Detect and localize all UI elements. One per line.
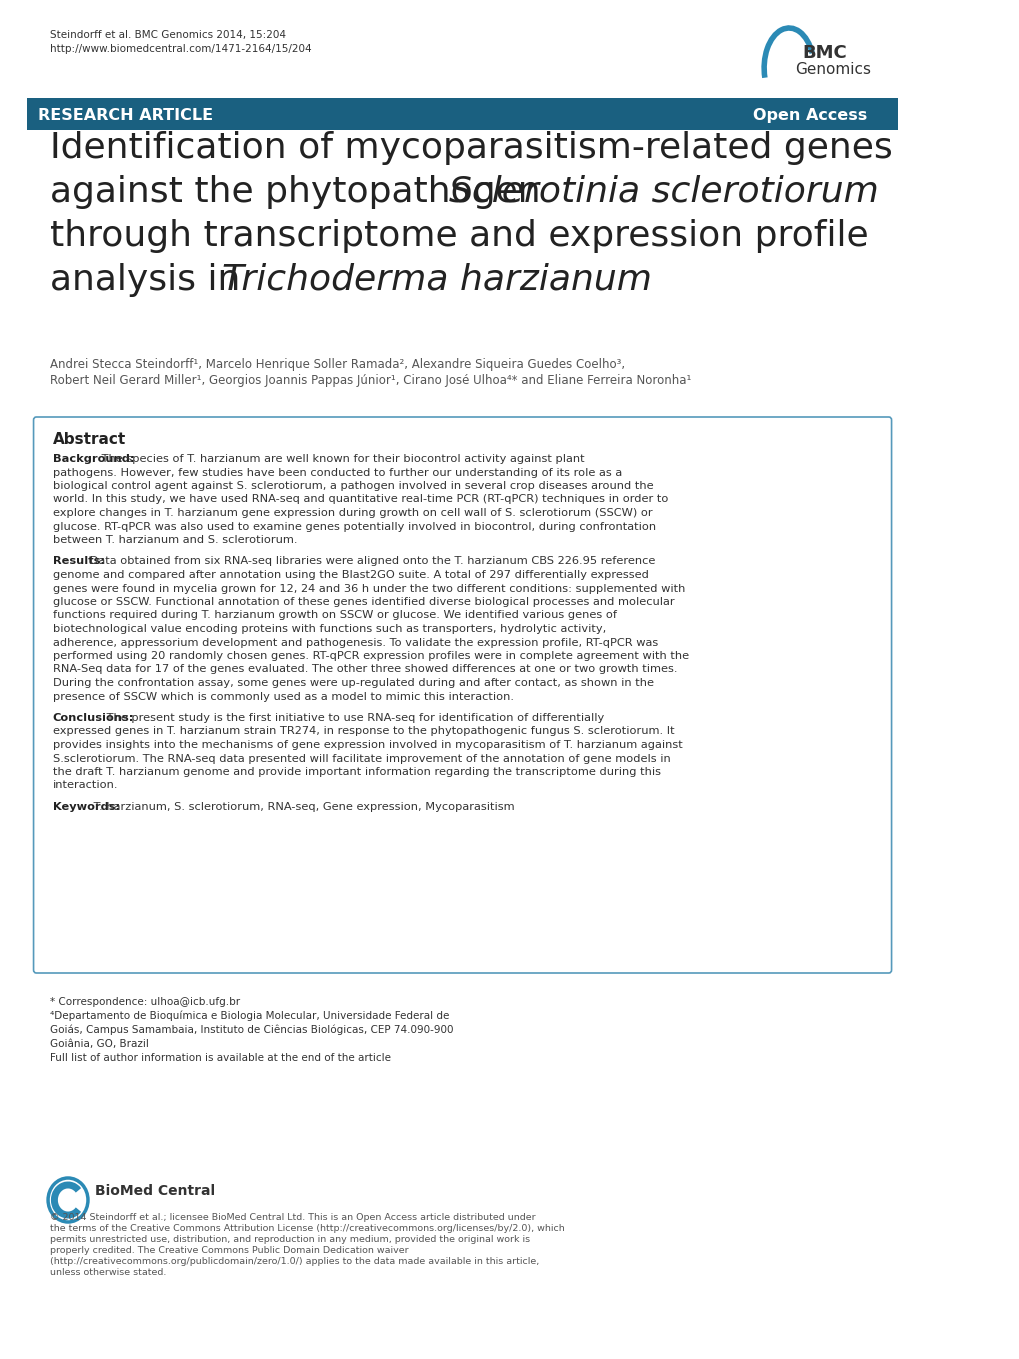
Text: Goiás, Campus Samambaia, Instituto de Ciências Biológicas, CEP 74.090-900: Goiás, Campus Samambaia, Instituto de Ci… [50,1025,452,1036]
Text: Full list of author information is available at the end of the article: Full list of author information is avail… [50,1053,390,1063]
Text: BioMed Central: BioMed Central [95,1184,215,1199]
Text: genes were found in mycelia grown for 12, 24 and 36 h under the two different co: genes were found in mycelia grown for 12… [53,583,685,594]
Text: BMC: BMC [802,43,847,63]
Text: world. In this study, we have used RNA-seq and quantitative real-time PCR (RT-qP: world. In this study, we have used RNA-s… [53,495,667,504]
Text: Conclusions:: Conclusions: [53,713,133,723]
Text: The species of T. harzianum are well known for their biocontrol activity against: The species of T. harzianum are well kno… [99,454,585,463]
Text: Goiânia, GO, Brazil: Goiânia, GO, Brazil [50,1040,149,1049]
Text: Trichoderma harzianum: Trichoderma harzianum [222,264,651,298]
Text: genome and compared after annotation using the Blast2GO suite. A total of 297 di: genome and compared after annotation usi… [53,569,648,580]
Text: biotechnological value encoding proteins with functions such as transporters, hy: biotechnological value encoding proteins… [53,624,605,635]
Text: glucose or SSCW. Functional annotation of these genes identified diverse biologi: glucose or SSCW. Functional annotation o… [53,597,674,607]
FancyBboxPatch shape [34,417,891,973]
Text: ⁴Departamento de Bioquímica e Biologia Molecular, Universidade Federal de: ⁴Departamento de Bioquímica e Biologia M… [50,1011,448,1021]
Text: against the phytopathogen: against the phytopathogen [50,175,551,209]
Text: Andrei Stecca Steindorff¹, Marcelo Henrique Soller Ramada², Alexandre Siqueira G: Andrei Stecca Steindorff¹, Marcelo Henri… [50,357,625,371]
Text: Sclerotinia sclerotiorum: Sclerotinia sclerotiorum [448,175,878,209]
Text: unless otherwise stated.: unless otherwise stated. [50,1268,166,1277]
Text: pathogens. However, few studies have been conducted to further our understanding: pathogens. However, few studies have bee… [53,467,622,477]
Text: through transcriptome and expression profile: through transcriptome and expression pro… [50,219,867,253]
Text: biological control agent against S. sclerotiorum, a pathogen involved in several: biological control agent against S. scle… [53,481,652,491]
Text: Robert Neil Gerard Miller¹, Georgios Joannis Pappas Júnior¹, Cirano José Ulhoa⁴*: Robert Neil Gerard Miller¹, Georgios Joa… [50,374,691,387]
Text: Identification of mycoparasitism-related genes: Identification of mycoparasitism-related… [50,130,892,164]
Text: adherence, appressorium development and pathogenesis. To validate the expression: adherence, appressorium development and … [53,637,657,647]
Text: functions required during T. harzianum growth on SSCW or glucose. We identified : functions required during T. harzianum g… [53,610,616,621]
Text: The present study is the first initiative to use RNA-seq for identification of d: The present study is the first initiativ… [103,713,603,723]
Text: S.sclerotiorum. The RNA-seq data presented will facilitate improvement of the an: S.sclerotiorum. The RNA-seq data present… [53,753,669,764]
Text: provides insights into the mechanisms of gene expression involved in mycoparasit: provides insights into the mechanisms of… [53,741,682,750]
Text: permits unrestricted use, distribution, and reproduction in any medium, provided: permits unrestricted use, distribution, … [50,1235,530,1243]
Text: http://www.biomedcentral.com/1471-2164/15/204: http://www.biomedcentral.com/1471-2164/1… [50,43,311,54]
Text: presence of SSCW which is commonly used as a model to mimic this interaction.: presence of SSCW which is commonly used … [53,692,514,701]
Text: expressed genes in T. harzianum strain TR274, in response to the phytopathogenic: expressed genes in T. harzianum strain T… [53,727,674,737]
Text: * Correspondence: ulhoa@icb.ufg.br: * Correspondence: ulhoa@icb.ufg.br [50,998,239,1007]
Text: Data obtained from six RNA-seq libraries were aligned onto the T. harzianum CBS : Data obtained from six RNA-seq libraries… [86,556,655,567]
Text: RESEARCH ARTICLE: RESEARCH ARTICLE [38,107,213,124]
Text: between T. harzianum and S. sclerotiorum.: between T. harzianum and S. sclerotiorum… [53,535,297,545]
Text: Open Access: Open Access [752,107,866,124]
Text: Background:: Background: [53,454,133,463]
Text: the draft T. harzianum genome and provide important information regarding the tr: the draft T. harzianum genome and provid… [53,766,660,777]
Text: During the confrontation assay, some genes were up-regulated during and after co: During the confrontation assay, some gen… [53,678,653,688]
Text: Steindorff et al. BMC Genomics 2014, 15:204: Steindorff et al. BMC Genomics 2014, 15:… [50,30,285,39]
Text: © 2014 Steindorff et al.; licensee BioMed Central Ltd. This is an Open Access ar: © 2014 Steindorff et al.; licensee BioMe… [50,1214,535,1222]
Text: RNA-Seq data for 17 of the genes evaluated. The other three showed differences a: RNA-Seq data for 17 of the genes evaluat… [53,665,677,674]
Text: properly credited. The Creative Commons Public Domain Dedication waiver: properly credited. The Creative Commons … [50,1246,408,1254]
Text: glucose. RT-qPCR was also used to examine genes potentially involved in biocontr: glucose. RT-qPCR was also used to examin… [53,522,655,531]
Text: Abstract: Abstract [53,432,125,447]
Text: T. harzianum, S. sclerotiorum, RNA-seq, Gene expression, Mycoparasitism: T. harzianum, S. sclerotiorum, RNA-seq, … [90,802,515,811]
Text: interaction.: interaction. [53,780,118,791]
FancyBboxPatch shape [28,98,897,130]
Text: Keywords:: Keywords: [53,802,119,811]
Text: performed using 20 randomly chosen genes. RT-qPCR expression profiles were in co: performed using 20 randomly chosen genes… [53,651,688,660]
Text: Results:: Results: [53,556,105,567]
Text: Genomics: Genomics [795,63,870,77]
Text: analysis in: analysis in [50,264,252,298]
Text: the terms of the Creative Commons Attribution License (http://creativecommons.or: the terms of the Creative Commons Attrib… [50,1224,565,1233]
Text: explore changes in T. harzianum gene expression during growth on cell wall of S.: explore changes in T. harzianum gene exp… [53,508,651,518]
Text: (http://creativecommons.org/publicdomain/zero/1.0/) applies to the data made ava: (http://creativecommons.org/publicdomain… [50,1257,539,1267]
